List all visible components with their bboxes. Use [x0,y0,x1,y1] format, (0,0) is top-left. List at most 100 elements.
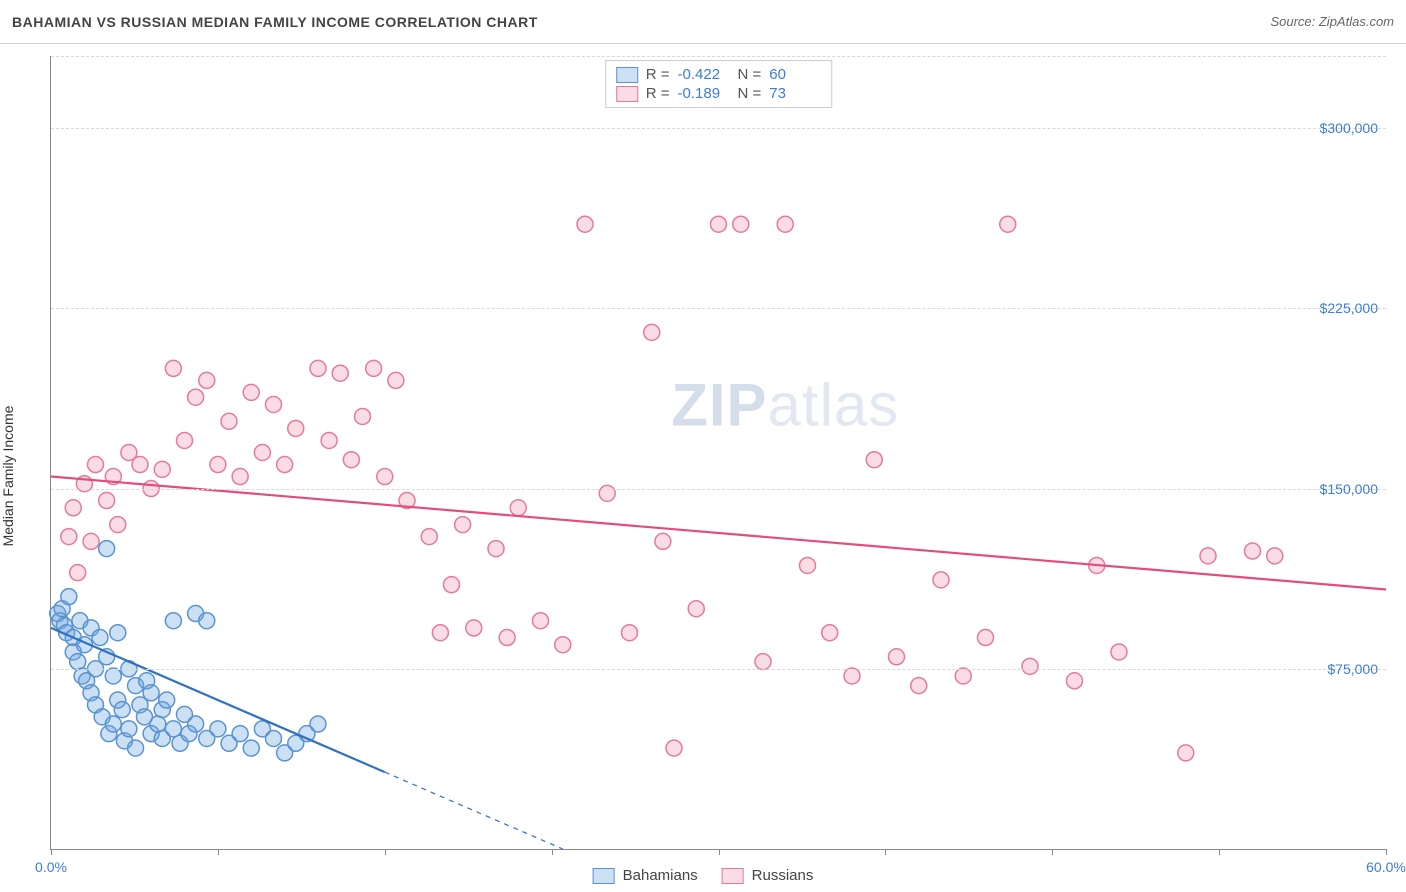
n-value-russians: 73 [769,85,821,102]
scatter-point [1067,673,1083,689]
scatter-point [1267,548,1283,564]
scatter-svg [51,56,1386,849]
scatter-point [99,541,115,557]
r-value-russians: -0.189 [678,85,730,102]
scatter-point [733,216,749,232]
scatter-point [154,461,170,477]
scatter-point [1022,658,1038,674]
scatter-point [188,716,204,732]
scatter-point [254,445,270,461]
scatter-point [165,360,181,376]
legend-label-russians: Russians [752,867,814,884]
scatter-point [577,216,593,232]
legend-label-bahamians: Bahamians [623,867,698,884]
scatter-point [388,372,404,388]
scatter-point [655,533,671,549]
scatter-point [165,721,181,737]
chart-container: Median Family Income ZIPatlas R = -0.422… [0,44,1406,892]
scatter-point [644,324,660,340]
x-tick [1052,849,1053,855]
gridline-h [51,489,1386,490]
scatter-point [92,630,108,646]
chart-source: Source: ZipAtlas.com [1270,14,1394,29]
plot-area: ZIPatlas R = -0.422 N = 60 R = -0.189 N … [50,56,1386,850]
scatter-point [83,533,99,549]
scatter-point [432,625,448,641]
scatter-point [199,613,215,629]
x-tick [1386,849,1387,855]
gridline-h [51,56,1386,57]
series-legend: Bahamians Russians [593,867,814,884]
scatter-point [510,500,526,516]
scatter-point [165,613,181,629]
x-tick-label: 0.0% [35,859,67,875]
scatter-point [800,557,816,573]
scatter-point [310,360,326,376]
scatter-point [110,625,126,641]
scatter-point [533,613,549,629]
legend-row-bahamians: R = -0.422 N = 60 [616,65,822,84]
scatter-point [128,740,144,756]
scatter-point [1245,543,1261,559]
scatter-point [366,360,382,376]
scatter-point [844,668,860,684]
scatter-point [232,726,248,742]
swatch-russians-bottom [722,868,744,884]
scatter-point [266,396,282,412]
scatter-point [65,500,81,516]
scatter-point [666,740,682,756]
gridline-h [51,669,1386,670]
scatter-point [150,716,166,732]
scatter-point [499,630,515,646]
scatter-point [210,721,226,737]
scatter-point [688,601,704,617]
scatter-point [777,216,793,232]
scatter-point [711,216,727,232]
scatter-point [177,432,193,448]
legend-item-bahamians: Bahamians [593,867,698,884]
scatter-point [455,517,471,533]
y-tick-label: $150,000 [1320,481,1378,497]
scatter-point [143,685,159,701]
x-tick [1219,849,1220,855]
r-value-bahamians: -0.422 [678,66,730,83]
scatter-point [466,620,482,636]
scatter-point [911,678,927,694]
y-tick-label: $225,000 [1320,300,1378,316]
scatter-point [110,517,126,533]
scatter-point [114,702,130,718]
scatter-point [421,529,437,545]
gridline-h [51,308,1386,309]
scatter-point [277,457,293,473]
scatter-point [377,469,393,485]
scatter-point [88,457,104,473]
scatter-point [355,408,371,424]
scatter-point [105,716,121,732]
n-value-bahamians: 60 [769,66,821,83]
scatter-point [1200,548,1216,564]
correlation-legend: R = -0.422 N = 60 R = -0.189 N = 73 [605,60,833,108]
scatter-point [1178,745,1194,761]
y-axis-label: Median Family Income [0,406,16,547]
scatter-point [61,529,77,545]
chart-header: BAHAMIAN VS RUSSIAN MEDIAN FAMILY INCOME… [0,0,1406,44]
scatter-point [210,457,226,473]
scatter-point [555,637,571,653]
scatter-point [321,432,337,448]
scatter-point [159,692,175,708]
scatter-point [622,625,638,641]
x-tick [218,849,219,855]
x-tick-label: 60.0% [1366,859,1406,875]
scatter-point [955,668,971,684]
scatter-point [61,589,77,605]
scatter-point [70,654,86,670]
scatter-point [822,625,838,641]
scatter-point [889,649,905,665]
scatter-point [105,668,121,684]
x-tick [385,849,386,855]
trend-line-dashed [385,772,563,849]
scatter-point [132,457,148,473]
scatter-point [343,452,359,468]
trend-line [51,477,1386,590]
x-tick [719,849,720,855]
